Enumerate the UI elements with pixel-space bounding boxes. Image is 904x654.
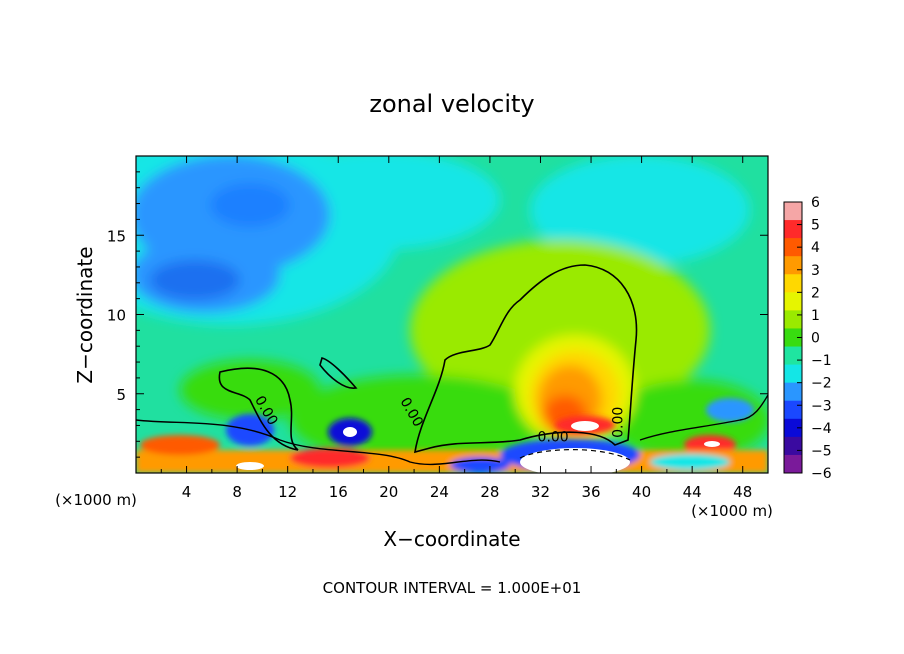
- colorbar-swatch: [784, 454, 802, 474]
- y-tick-label: 10: [107, 307, 126, 325]
- colorbar-label: 0: [811, 331, 820, 347]
- x-tick-label: 32: [531, 483, 550, 501]
- colorbar-swatch: [784, 346, 802, 366]
- colorbar-label: 3: [811, 263, 820, 279]
- colorbar-swatch: [784, 418, 802, 438]
- colorbar-ticks: 6 5 4 3 2 1 0 −1 −2 −3 −4 −5 −6: [797, 195, 832, 482]
- colorbar-swatch: [784, 328, 802, 348]
- x-tick-label: 48: [733, 483, 752, 501]
- colorbar-swatch: [784, 202, 802, 221]
- y-tick-label: 15: [107, 227, 126, 245]
- colorbar-label: 6: [811, 195, 820, 211]
- x-tick-label: 4: [182, 483, 192, 501]
- contour-label: 0.00: [611, 407, 627, 438]
- y-axis-ticks: 5 10 15: [107, 171, 768, 458]
- colorbar-swatch: [784, 220, 802, 239]
- colorbar-label: 4: [811, 240, 820, 256]
- colorbar-label: −1: [811, 353, 832, 369]
- x-tick-label: 40: [632, 483, 651, 501]
- colorbar-label: −2: [811, 376, 832, 392]
- colorbar-label: −3: [811, 398, 832, 414]
- x-tick-label: 36: [581, 483, 600, 501]
- chart-title: zonal velocity: [369, 90, 534, 118]
- colorbar-swatch: [784, 364, 802, 384]
- y-axis-label: Z−coordinate: [73, 246, 97, 383]
- x-tick-label: 12: [278, 483, 297, 501]
- velocity-field: [136, 156, 768, 473]
- colorbar-label: 5: [811, 218, 820, 234]
- x-axis-ticks: 4 8 12 16 20 24 28 32 36 40 44 48: [160, 156, 752, 501]
- colorbar-swatch: [784, 382, 802, 402]
- x-axis-label: X−coordinate: [383, 527, 520, 551]
- x-tick-label: 24: [430, 483, 449, 501]
- colorbar-swatch: [784, 292, 802, 311]
- colorbar-swatch: [784, 238, 802, 257]
- contour-interval-note: CONTOUR INTERVAL = 1.000E+01: [323, 579, 582, 597]
- colorbar-swatch: [784, 274, 802, 293]
- x-tick-label: 8: [232, 483, 242, 501]
- colorbar-label: −4: [811, 421, 832, 437]
- colorbar-label: 1: [811, 308, 820, 324]
- colorbar-swatch: [784, 400, 802, 420]
- y-tick-label: 5: [116, 386, 126, 404]
- x-unit-right: (×1000 m): [691, 502, 773, 520]
- colorbar-label: 2: [811, 285, 820, 301]
- colorbar-swatch: [784, 436, 802, 456]
- x-unit-left: (×1000 m): [55, 491, 137, 509]
- x-tick-label: 16: [329, 483, 348, 501]
- contour-label: 0.00: [538, 429, 569, 445]
- colorbar-swatch: [784, 256, 802, 275]
- x-tick-label: 20: [379, 483, 398, 501]
- x-tick-label: 28: [480, 483, 499, 501]
- colorbar-swatch: [784, 310, 802, 329]
- x-tick-label: 44: [683, 483, 702, 501]
- colorbar-label: −5: [811, 443, 832, 459]
- colorbar-label: −6: [811, 466, 832, 482]
